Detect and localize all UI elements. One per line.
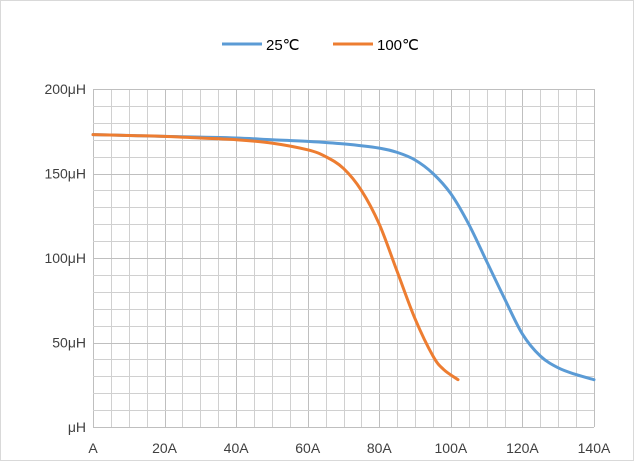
x-tick-label: 40A — [224, 440, 250, 456]
y-tick-label: 50μH — [52, 335, 86, 351]
x-tick-label: 140A — [578, 440, 611, 456]
legend-label: 100℃ — [377, 37, 419, 54]
legend: 25℃ 100℃ — [222, 37, 419, 54]
y-tick-label: 150μH — [44, 166, 86, 182]
legend-label: 25℃ — [266, 37, 300, 54]
y-tick-label: 200μH — [44, 81, 86, 97]
series-line-100c — [91, 133, 460, 382]
x-tick-label: 60A — [295, 440, 321, 456]
y-axis-ticks: μH 50μH 100μH 150μH 200μH — [44, 81, 86, 435]
y-tick-label: μH — [68, 419, 86, 435]
x-axis-ticks: A 20A 40A 60A 80A 100A 120A 140A — [88, 440, 611, 456]
series-layer — [91, 133, 596, 382]
y-tick-label: 100μH — [44, 250, 86, 266]
x-tick-label: 80A — [367, 440, 393, 456]
x-tick-label: 20A — [152, 440, 178, 456]
x-tick-label: 120A — [506, 440, 539, 456]
x-tick-label: A — [88, 440, 98, 456]
x-tick-label: 100A — [435, 440, 468, 456]
